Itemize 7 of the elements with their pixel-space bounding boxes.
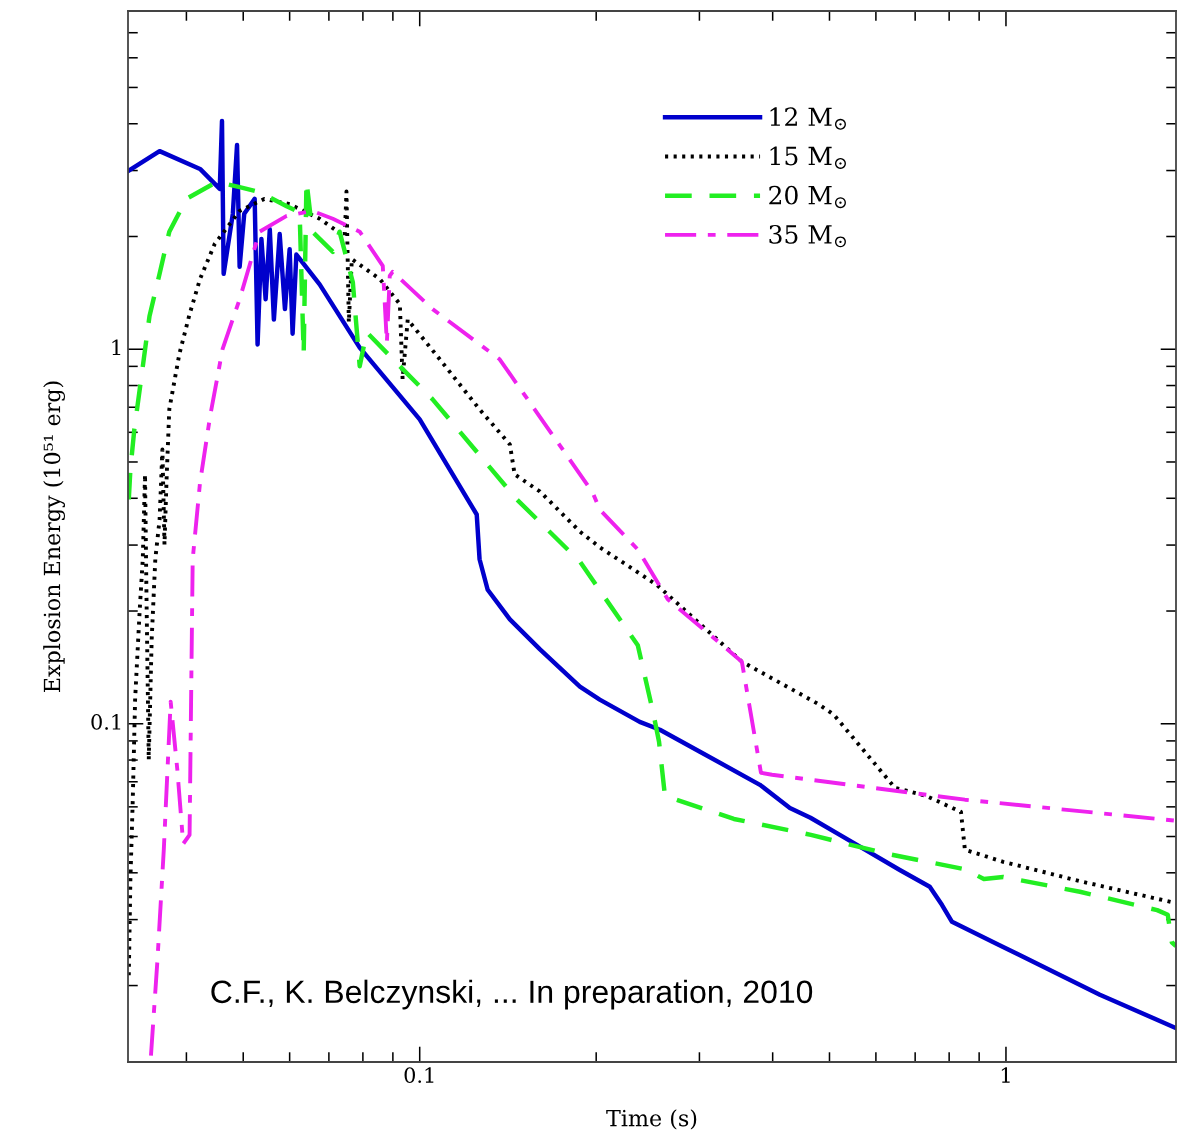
legend-label: 20 M$_{⊙}$ bbox=[769, 185, 846, 209]
legend-label: 12 M$_{⊙}$ bbox=[770, 107, 846, 130]
legend-label: 35 M$_{⊙}$ bbox=[769, 224, 846, 248]
x-axis-title: Time (s) bbox=[606, 1109, 697, 1130]
y-axis-title: Explosion Energy (10⁵¹ erg) bbox=[43, 381, 66, 692]
annotation: C.F., K. Belczynski, ... In preparation, 2010 bbox=[211, 979, 813, 1010]
legend-label: 15 M$_{⊙}$ bbox=[770, 146, 846, 169]
